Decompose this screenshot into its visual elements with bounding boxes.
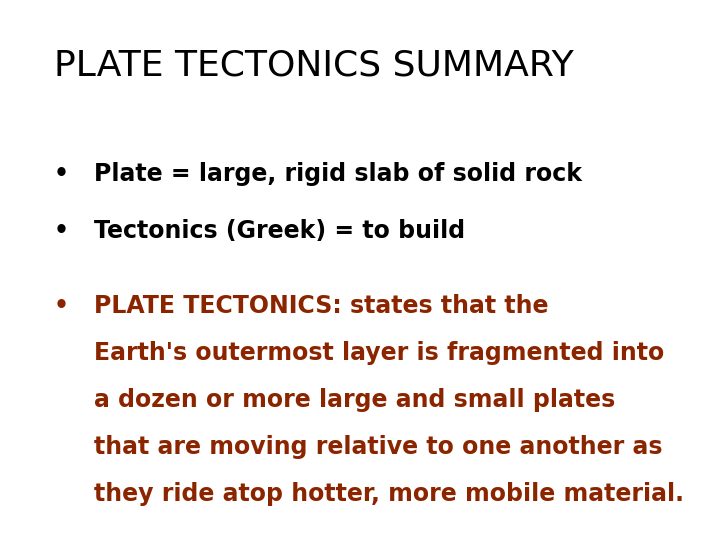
Text: they ride atop hotter, more mobile material.: they ride atop hotter, more mobile mater… [94,482,683,506]
Text: Plate = large, rigid slab of solid rock: Plate = large, rigid slab of solid rock [94,162,582,186]
Text: Earth's outermost layer is fragmented into: Earth's outermost layer is fragmented in… [94,341,664,365]
Text: PLATE TECTONICS: states that the: PLATE TECTONICS: states that the [94,294,548,318]
Text: •: • [54,219,69,242]
Text: •: • [54,294,69,318]
Text: PLATE TECTONICS SUMMARY: PLATE TECTONICS SUMMARY [54,49,574,83]
Text: a dozen or more large and small plates: a dozen or more large and small plates [94,388,615,412]
Text: •: • [54,162,69,186]
Text: that are moving relative to one another as: that are moving relative to one another … [94,435,662,459]
Text: Tectonics (Greek) = to build: Tectonics (Greek) = to build [94,219,464,242]
